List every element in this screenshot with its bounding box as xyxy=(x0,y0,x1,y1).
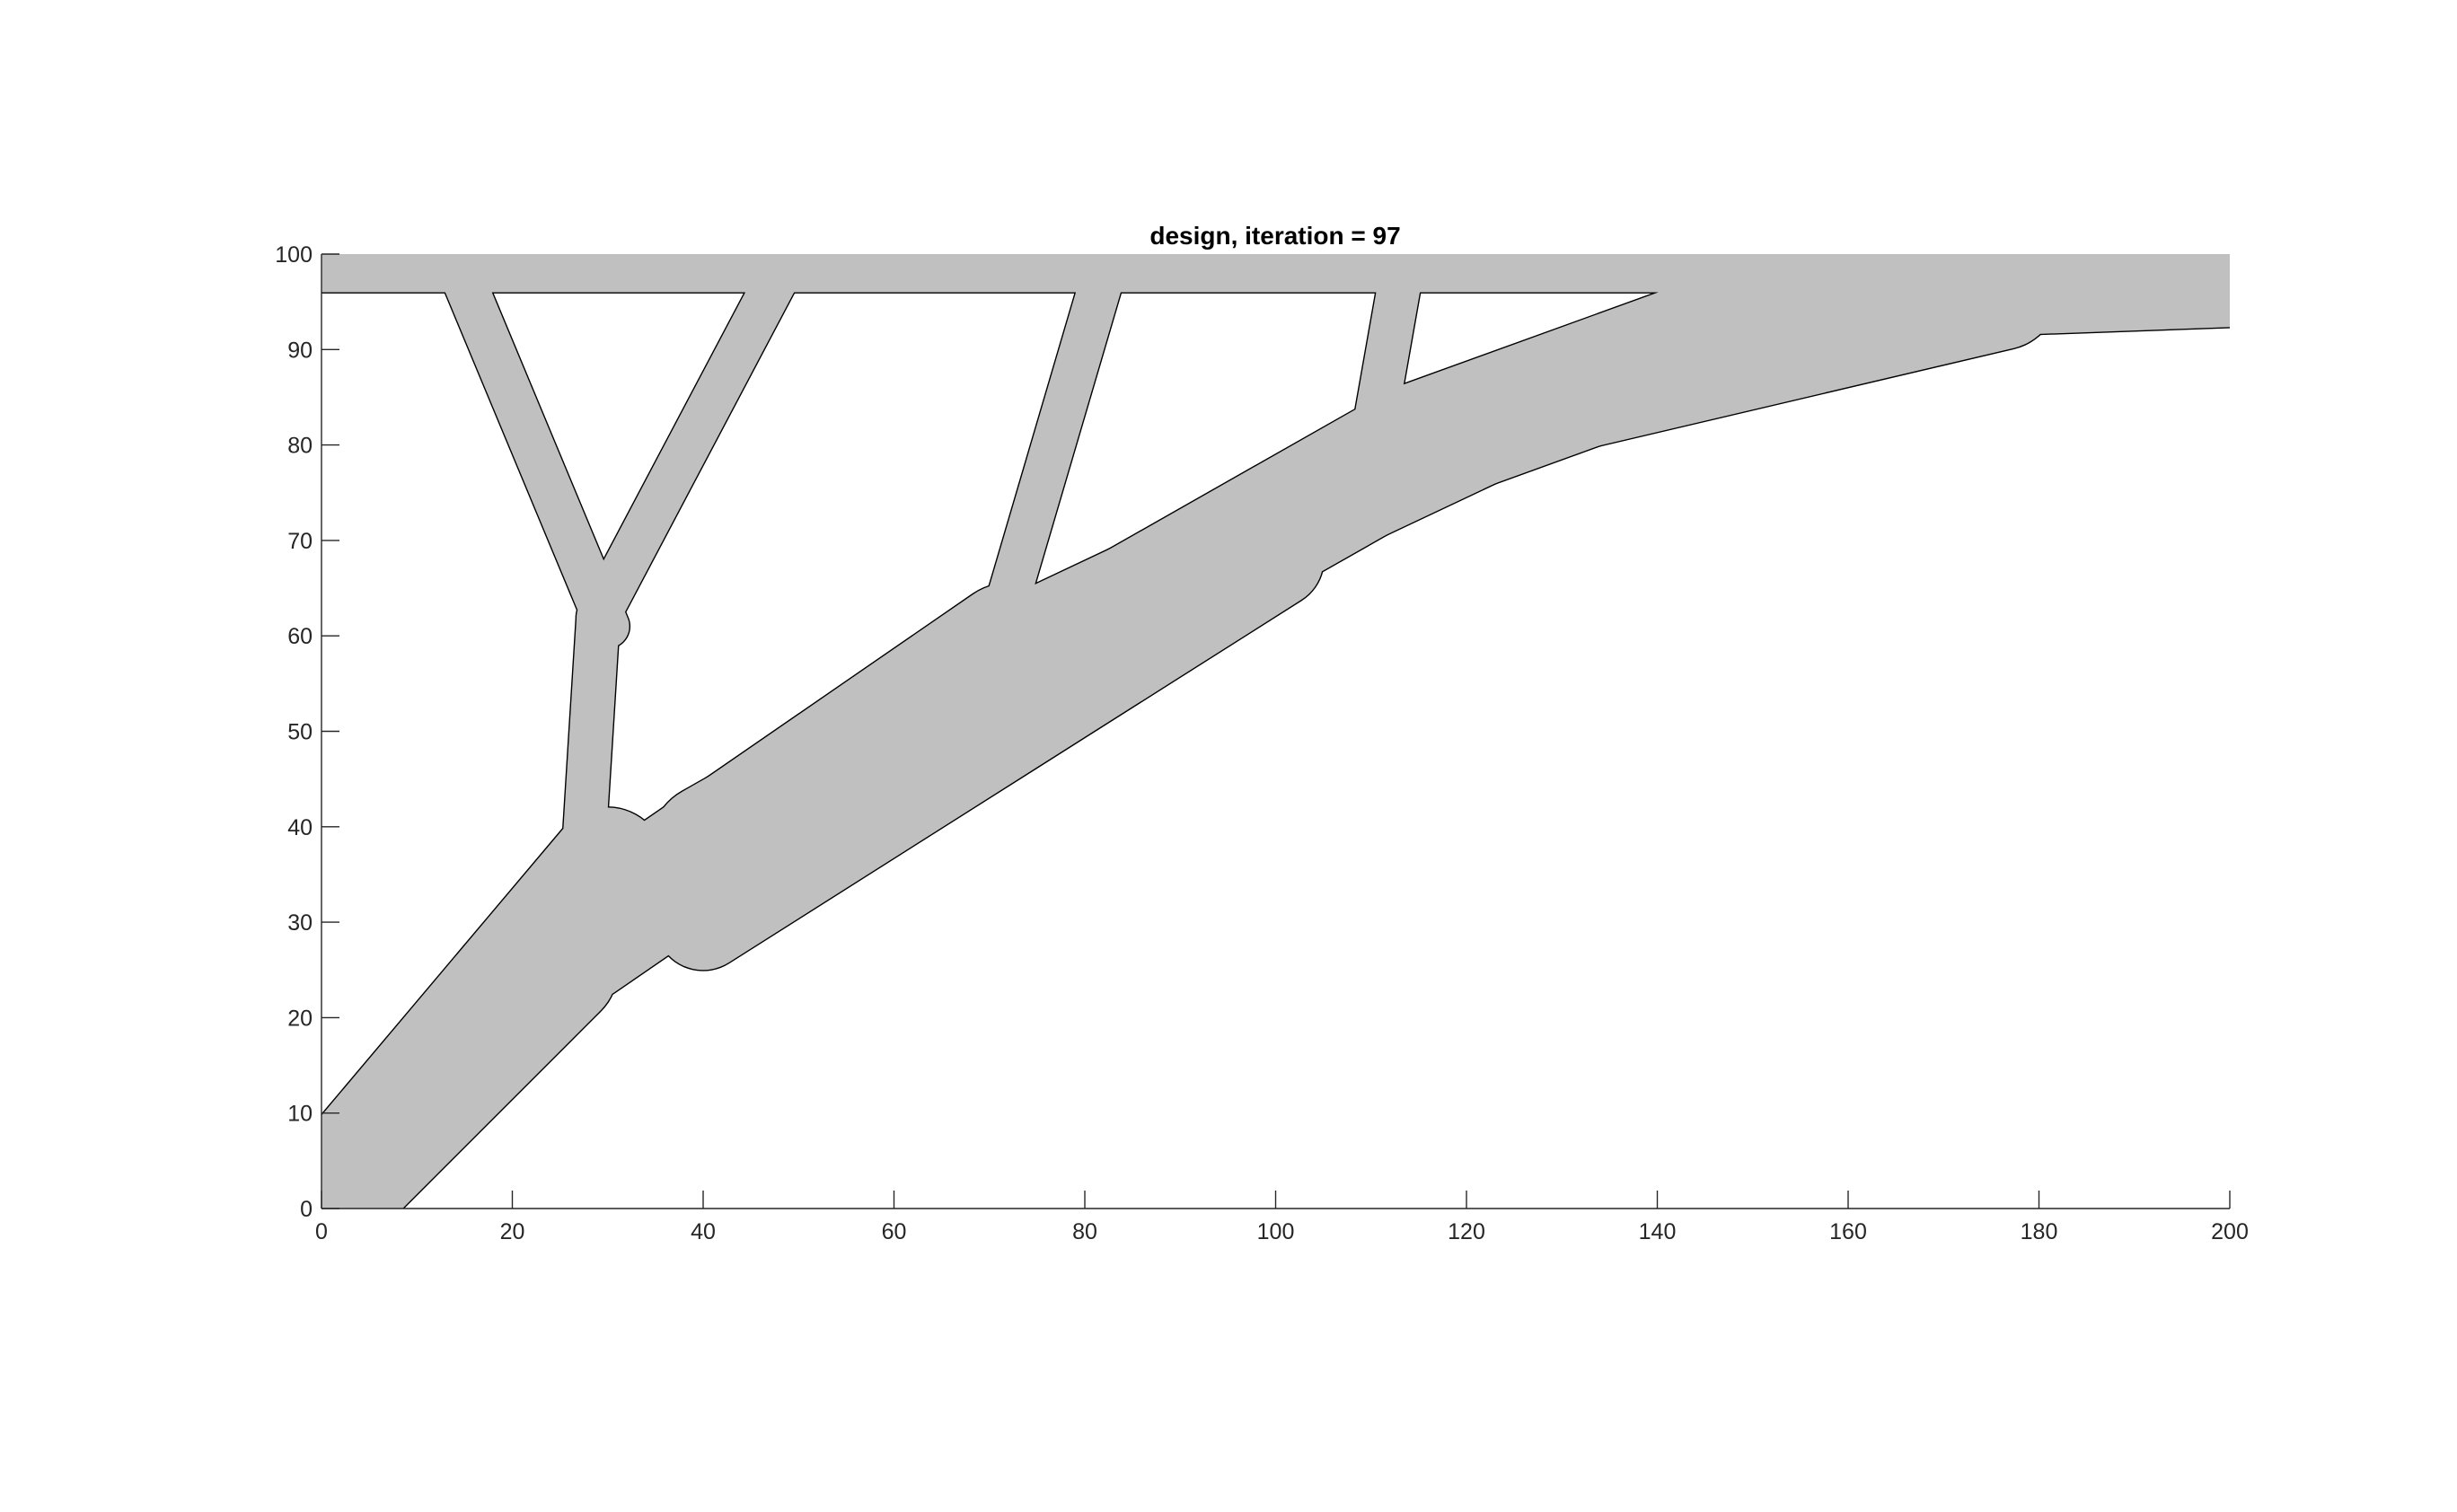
x-tick-label: 40 xyxy=(691,1219,716,1244)
y-tick-label: 20 xyxy=(287,1006,313,1031)
x-tick-label: 140 xyxy=(1639,1219,1677,1244)
y-ticks: 0 10 20 30 40 50 60 70 80 90 100 xyxy=(275,242,339,1222)
y-tick-label: 80 xyxy=(287,434,313,459)
x-tick-label: 160 xyxy=(1829,1219,1867,1244)
x-tick-label: 20 xyxy=(500,1219,525,1244)
x-tick-label: 200 xyxy=(2211,1219,2249,1244)
x-tick-label: 180 xyxy=(2021,1219,2058,1244)
component-2 xyxy=(443,260,630,648)
x-tick-label: 80 xyxy=(1072,1219,1097,1244)
x-tick-label: 60 xyxy=(882,1219,907,1244)
y-tick-label: 60 xyxy=(287,624,313,649)
y-tick-label: 50 xyxy=(287,720,313,745)
x-tick-label: 120 xyxy=(1448,1219,1485,1244)
x-ticks: 0 20 40 60 80 100 120 140 160 180 200 xyxy=(315,1191,2249,1244)
y-tick-label: 0 xyxy=(300,1197,313,1222)
chart-title: design, iteration = 97 xyxy=(1149,222,1400,250)
y-tick-label: 70 xyxy=(287,529,313,554)
component-4 xyxy=(562,595,621,867)
plot-area xyxy=(321,254,2230,1209)
x-tick-label: 100 xyxy=(1257,1219,1295,1244)
y-tick-label: 90 xyxy=(287,338,313,363)
y-tick-label: 100 xyxy=(275,242,313,268)
component-5 xyxy=(987,254,1126,620)
component-15 xyxy=(1999,254,2230,336)
y-tick-label: 40 xyxy=(287,815,313,840)
x-tick-label: 0 xyxy=(315,1219,328,1244)
y-tick-label: 30 xyxy=(287,910,313,936)
component-3 xyxy=(577,260,797,638)
component-8 xyxy=(321,912,618,1209)
component-14 xyxy=(1457,254,2058,464)
y-tick-label: 10 xyxy=(287,1102,313,1127)
component-fills xyxy=(321,254,2230,1209)
